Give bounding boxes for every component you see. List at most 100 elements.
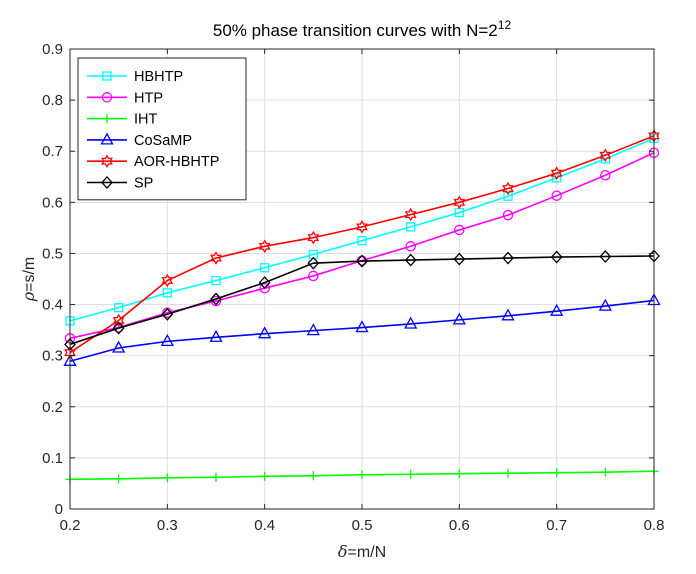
data-point-hbhtp xyxy=(503,191,513,201)
legend-label-iht: IHT xyxy=(134,112,158,128)
legend-marker-iht xyxy=(102,114,112,124)
data-point-sp xyxy=(453,252,466,266)
data-point-aor-hbhtp xyxy=(404,207,417,222)
series-line-cosamp xyxy=(69,299,655,363)
y-tick-label: 0.3 xyxy=(42,348,63,365)
data-point-iht xyxy=(114,474,124,484)
data-point-iht xyxy=(503,468,513,478)
data-point-cosamp xyxy=(501,308,515,321)
data-point-aor-hbhtp xyxy=(453,195,466,210)
data-point-htp xyxy=(308,270,319,282)
data-point-aor-hbhtp xyxy=(210,251,222,265)
data-point-sp xyxy=(161,307,174,321)
data-point-iht xyxy=(357,470,367,480)
data-point-htp xyxy=(454,224,465,236)
y-tick-label: 0.8 xyxy=(42,92,63,109)
data-point-cosamp xyxy=(404,316,418,329)
x-tick-label: 0.7 xyxy=(546,517,567,534)
legend-box xyxy=(77,57,247,201)
data-point-sp xyxy=(258,276,271,290)
data-point-iht xyxy=(308,471,318,481)
data-point-sp xyxy=(307,256,320,270)
legend: HBHTP HTP IHT CoSaMP AOR-HBHTP SP xyxy=(77,57,247,201)
data-point-cosamp xyxy=(112,340,126,353)
data-point-iht xyxy=(600,467,610,477)
series-iht xyxy=(65,466,659,484)
series-line-aor-hbhtp xyxy=(69,135,655,354)
axis-ticks: 0.2 0.3 0.4 0.5 0.6 0.7 0.8 0 0.1 0.2 0.3 0.4 0.5 0.6… xyxy=(42,41,664,534)
y-tick-label: 0.7 xyxy=(42,143,63,160)
data-point-cosamp xyxy=(258,326,272,339)
data-point-cosamp xyxy=(209,329,223,342)
data-point-cosamp xyxy=(598,298,612,311)
legend-label-sp: SP xyxy=(134,176,153,192)
data-point-iht xyxy=(454,469,464,479)
data-point-sp xyxy=(112,321,125,335)
data-point-sp xyxy=(550,250,563,264)
series-sp xyxy=(64,249,660,351)
data-point-hbhtp xyxy=(260,263,270,273)
data-point-aor-hbhtp xyxy=(307,230,320,245)
data-point-htp xyxy=(600,169,611,181)
data-point-cosamp xyxy=(355,320,369,333)
data-point-cosamp xyxy=(160,334,174,347)
data-point-hbhtp xyxy=(406,222,416,232)
y-tick-label: 0 xyxy=(55,501,63,518)
data-point-iht xyxy=(406,469,416,479)
data-point-sp xyxy=(502,251,514,265)
data-point-cosamp xyxy=(306,323,320,336)
legend-marker-hbhtp xyxy=(102,71,112,81)
x-tick-label: 0.2 xyxy=(60,517,81,534)
data-point-aor-hbhtp xyxy=(356,220,368,234)
data-point-iht xyxy=(552,468,562,478)
data-point-aor-hbhtp xyxy=(112,313,125,328)
x-tick-label: 0.8 xyxy=(644,517,665,534)
x-tick-label: 0.5 xyxy=(352,517,373,534)
legend-entry-iht: IHT xyxy=(87,112,158,128)
data-point-sp xyxy=(404,253,417,267)
data-point-iht xyxy=(260,471,270,481)
y-tick-label: 0.4 xyxy=(42,297,63,314)
data-point-cosamp xyxy=(452,312,466,325)
y-tick-label: 0.5 xyxy=(42,245,63,262)
legend-marker-aor-hbhtp xyxy=(101,154,113,168)
legend-label-hbhtp: HBHTP xyxy=(134,69,183,85)
series-line-sp xyxy=(69,255,655,346)
data-point-iht xyxy=(211,472,221,482)
data-point-aor-hbhtp xyxy=(550,166,563,180)
y-tick-label: 0.1 xyxy=(42,450,63,467)
legend-entry-hbhtp: HBHTP xyxy=(87,69,183,85)
x-axis-label: δ=m/N xyxy=(338,542,386,561)
data-point-htp xyxy=(551,190,562,201)
data-point-htp xyxy=(405,241,416,252)
x-tick-label: 0.4 xyxy=(254,517,275,534)
data-point-cosamp xyxy=(550,303,564,316)
data-point-aor-hbhtp xyxy=(161,273,174,288)
data-point-hbhtp xyxy=(357,236,367,246)
legend-label-htp: HTP xyxy=(134,90,163,106)
data-point-hbhtp xyxy=(211,275,221,286)
legend-entry-htp: HTP xyxy=(87,90,163,106)
x-tick-label: 0.6 xyxy=(449,517,470,534)
data-point-htp xyxy=(259,282,270,294)
data-point-aor-hbhtp xyxy=(258,239,271,254)
data-point-hbhtp xyxy=(114,302,124,313)
data-point-aor-hbhtp xyxy=(502,181,514,196)
series-layer xyxy=(63,129,661,484)
legend-entry-cosamp: CoSaMP xyxy=(87,132,192,149)
y-tick-label: 0.9 xyxy=(42,41,63,58)
data-point-iht xyxy=(162,473,172,483)
legend-marker-sp xyxy=(101,176,113,189)
data-point-hbhtp xyxy=(162,288,172,298)
data-point-aor-hbhtp xyxy=(599,148,612,163)
chart-title: 50% phase transition curves with N=212 xyxy=(213,18,512,40)
legend-entry-sp: SP xyxy=(87,176,153,192)
chart-title-superscript: 12 xyxy=(498,18,512,32)
y-tick-label: 0.6 xyxy=(42,194,63,211)
data-point-sp xyxy=(599,250,612,263)
y-tick-label: 0.2 xyxy=(42,399,63,416)
y-axis-label: ρ=s/m xyxy=(19,257,38,303)
legend-label-cosamp: CoSaMP xyxy=(134,133,192,149)
data-point-sp xyxy=(210,292,222,306)
